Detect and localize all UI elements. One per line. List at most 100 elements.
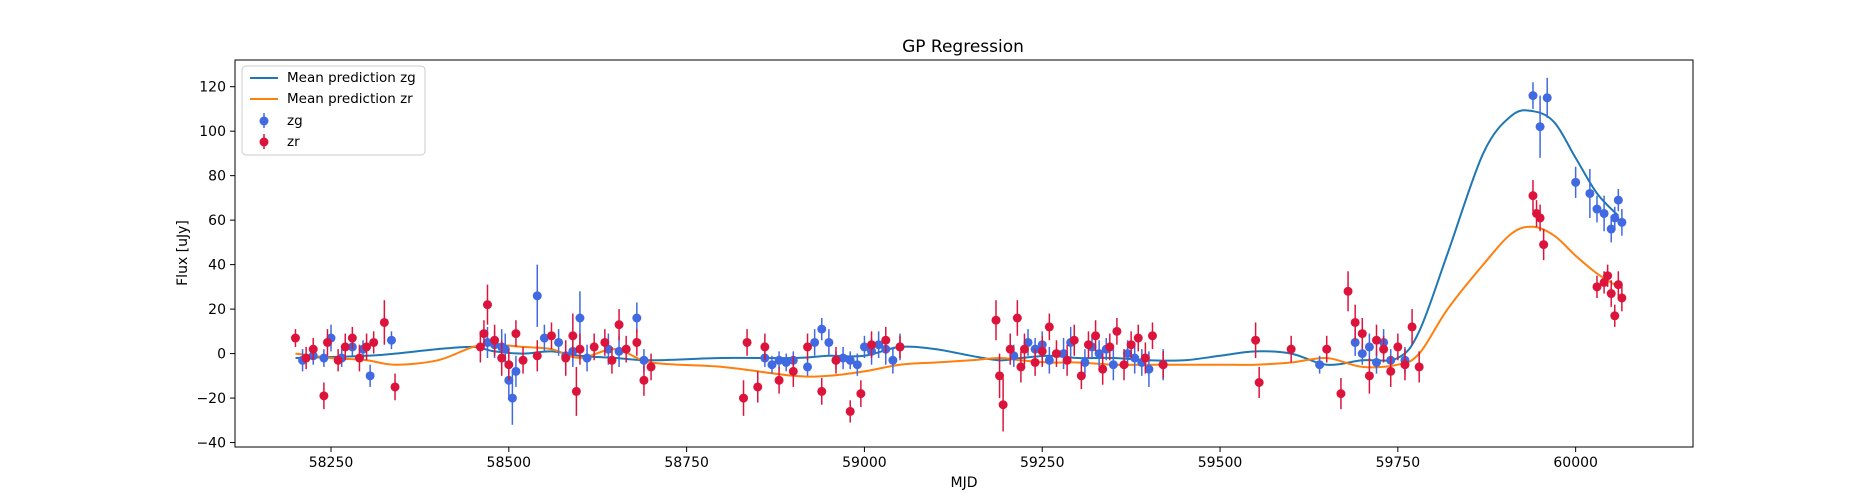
- zg-data-point: [810, 329, 820, 356]
- zg-marker: [817, 324, 827, 334]
- zr-data-point: [639, 364, 649, 396]
- zr-marker: [575, 344, 585, 354]
- zr-marker: [568, 331, 578, 341]
- zg-marker: [1585, 188, 1595, 198]
- zr-marker: [479, 329, 489, 339]
- zr-data-point: [1069, 324, 1079, 356]
- x-tick-label: 59500: [1198, 455, 1243, 471]
- zr-data-point: [1407, 309, 1417, 345]
- zg-marker: [614, 346, 624, 356]
- zg-data-point: [554, 329, 564, 356]
- zr-data-point: [354, 344, 364, 372]
- zr-marker: [1535, 213, 1545, 223]
- zr-data-point: [1112, 318, 1122, 345]
- zr-marker: [788, 366, 798, 376]
- zr-data-point: [1379, 335, 1389, 363]
- zr-marker: [1005, 344, 1015, 354]
- zr-data-point: [1610, 304, 1620, 327]
- zr-marker: [301, 353, 311, 363]
- zr-data-point: [1126, 331, 1136, 359]
- zg-marker: [1315, 360, 1325, 370]
- zr-data-point: [571, 366, 581, 416]
- zg-data-point: [365, 364, 375, 387]
- zr-marker: [1083, 340, 1093, 350]
- zr-data-point: [1051, 340, 1061, 367]
- zg-data-point: [1080, 349, 1090, 376]
- zr-marker: [1386, 366, 1396, 376]
- zg-data-point: [1610, 206, 1620, 230]
- zr-marker: [1069, 335, 1079, 345]
- zg-data-point: [1315, 355, 1325, 374]
- x-tick-label: 58250: [309, 455, 354, 471]
- zg-data-point: [874, 331, 884, 359]
- zr-data-point: [497, 340, 507, 376]
- zr-marker: [1613, 280, 1623, 290]
- y-tick-label: −40: [196, 436, 226, 452]
- zg-marker: [386, 335, 396, 345]
- zr-data-point: [1336, 378, 1346, 410]
- zr-data-point: [362, 333, 372, 361]
- zg-data-point: [1542, 77, 1552, 118]
- zr-marker: [1098, 364, 1108, 374]
- zr-data-point: [1062, 344, 1072, 376]
- zg-marker: [1364, 342, 1374, 352]
- zr-marker: [475, 342, 485, 352]
- zr-marker: [340, 342, 350, 352]
- zr-marker: [1091, 331, 1101, 341]
- zr-data-point: [1606, 280, 1616, 307]
- zr-data-point: [322, 329, 332, 356]
- zg-marker: [1542, 93, 1552, 103]
- zr-data-point: [831, 346, 841, 374]
- zr-marker: [347, 333, 357, 343]
- zr-data-point: [1105, 333, 1115, 361]
- zr-marker: [1037, 346, 1047, 356]
- y-tick-label: 80: [208, 169, 226, 185]
- zg-data-point: [852, 353, 862, 376]
- zr-marker: [518, 355, 528, 365]
- zr-data-point: [1119, 349, 1129, 381]
- zr-data-point: [1030, 349, 1040, 376]
- zr-marker: [1044, 322, 1054, 332]
- zr-data-point: [1251, 322, 1261, 359]
- zg-marker: [1617, 217, 1627, 227]
- zr-marker: [1322, 344, 1332, 354]
- zr-data-point: [1613, 271, 1623, 298]
- zg-marker: [1130, 353, 1140, 363]
- zr-marker: [1147, 331, 1157, 341]
- zr-data-point: [369, 331, 379, 354]
- x-tick-label: 58500: [487, 455, 532, 471]
- zr-marker: [1393, 342, 1403, 352]
- zr-marker: [1254, 378, 1264, 387]
- zg-marker: [1606, 224, 1616, 234]
- zr-data-point: [390, 373, 400, 401]
- zr-marker: [831, 355, 841, 365]
- zr-marker: [1364, 371, 1374, 381]
- zr-marker: [998, 400, 1008, 410]
- zr-data-point: [1603, 264, 1613, 287]
- zr-data-point: [817, 378, 827, 405]
- zr-data-point: [1350, 304, 1360, 341]
- zr-data-point: [546, 322, 556, 350]
- zr-data-point: [379, 300, 389, 345]
- zg-data-point: [614, 335, 624, 367]
- zg-data-point: [1528, 82, 1538, 109]
- zg-marker: [810, 337, 820, 347]
- legend-box: [241, 65, 426, 156]
- legend: Mean prediction zg Mean prediction zr zg…: [241, 65, 426, 156]
- zr-data-point: [867, 331, 877, 359]
- zg-data-point: [1130, 342, 1140, 374]
- x-axis-ticks: 58250 58500 58750 59000 59250 59500 59750 60000: [309, 447, 1598, 471]
- x-tick-label: 58750: [664, 455, 709, 471]
- zr-data-point: [1016, 351, 1026, 383]
- zr-data-point: [301, 346, 311, 370]
- x-tick-label: 59750: [1376, 455, 1421, 471]
- zr-marker: [607, 355, 617, 365]
- zr-marker: [1610, 311, 1620, 321]
- zg-data-point: [539, 324, 549, 352]
- zr-marker: [1119, 360, 1129, 370]
- zr-marker: [490, 335, 500, 345]
- zr-marker: [1030, 357, 1040, 367]
- zr-data-point: [1617, 284, 1627, 312]
- zr-data-point: [1133, 324, 1143, 352]
- zg-marker: [1528, 91, 1538, 101]
